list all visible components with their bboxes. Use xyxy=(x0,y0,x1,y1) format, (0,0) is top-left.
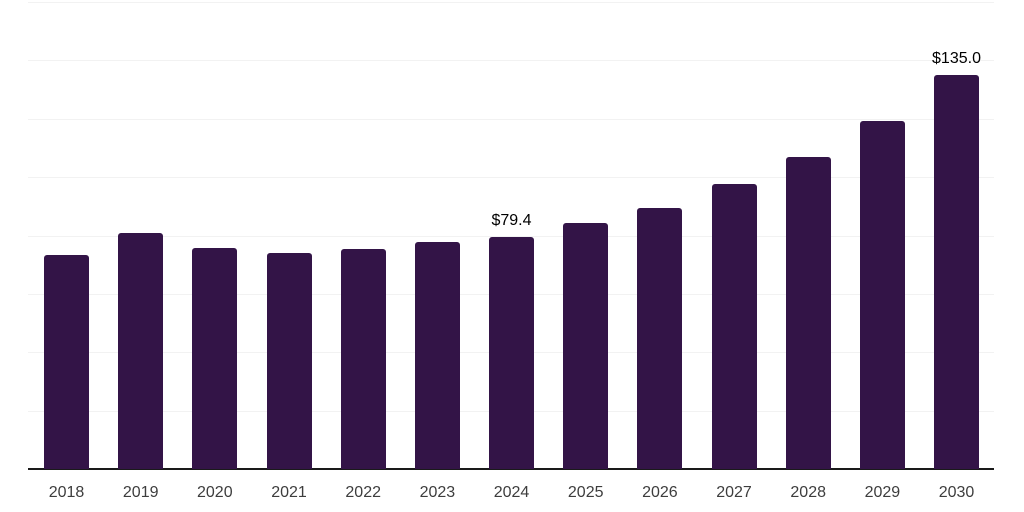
x-tick-label-2021: 2021 xyxy=(271,484,307,501)
gridline xyxy=(28,235,994,237)
bar-2030 xyxy=(934,75,979,469)
bar-value-label-2024: $79.4 xyxy=(491,212,532,230)
x-tick-label-2020: 2020 xyxy=(197,484,233,501)
bar-2023 xyxy=(414,241,460,469)
bar-2025 xyxy=(563,223,609,469)
bar-2028 xyxy=(785,157,831,469)
bar-value-label-2030: $135.0 xyxy=(932,50,981,67)
x-tick-label-2024: 2024 xyxy=(493,484,530,501)
gridline xyxy=(28,177,994,179)
x-tick-label-2026: 2026 xyxy=(642,484,678,501)
x-tick-label-2025: 2025 xyxy=(567,484,604,501)
bar-2027 xyxy=(711,184,757,469)
bar-2029 xyxy=(859,121,905,469)
x-tick-label-2019: 2019 xyxy=(122,484,159,501)
bar-2018 xyxy=(44,254,89,469)
gridline xyxy=(28,118,994,120)
x-tick-label-2027: 2027 xyxy=(716,484,752,501)
bar-2026 xyxy=(637,207,683,469)
x-tick-label-2030: 2030 xyxy=(938,484,975,501)
x-tick-label-2028: 2028 xyxy=(790,484,826,501)
bar-2019 xyxy=(118,232,164,469)
x-tick-label-2029: 2029 xyxy=(864,484,901,501)
bar-2021 xyxy=(266,253,312,469)
gridline xyxy=(28,2,994,3)
bar-2020 xyxy=(192,248,238,469)
bar-2022 xyxy=(340,248,386,469)
x-tick-label-2018: 2018 xyxy=(48,484,85,501)
x-tick-label-2022: 2022 xyxy=(345,484,381,501)
gridline xyxy=(28,60,994,62)
x-axis-line xyxy=(28,468,994,470)
x-tick-label-2023: 2023 xyxy=(419,484,456,501)
bar-2024 xyxy=(489,237,534,469)
